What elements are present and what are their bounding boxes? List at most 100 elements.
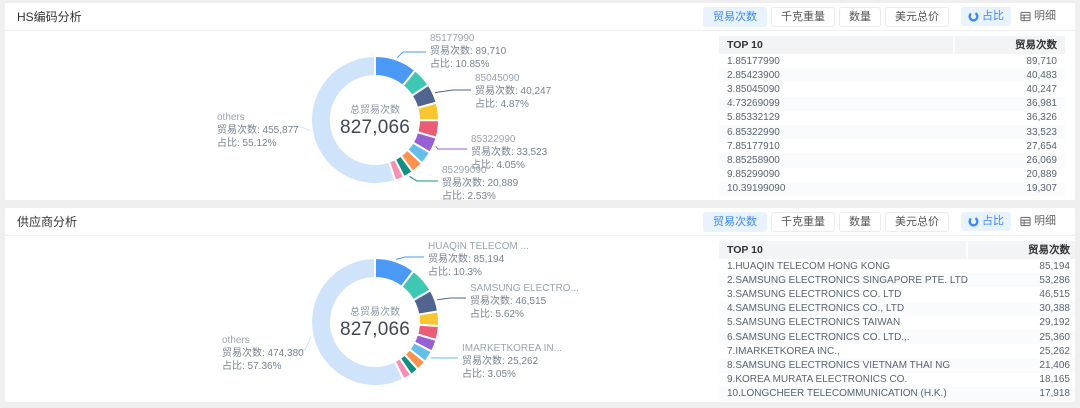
table-row[interactable]: 9.KOREA MURATA ELECTRONICS CO.18,165	[719, 373, 1075, 387]
row-label: 8.85258900	[719, 155, 955, 166]
donut-chart-icon	[968, 11, 979, 22]
row-value: 21,406	[968, 360, 1075, 371]
callout-percent: 占比: 3.05%	[462, 369, 562, 380]
metric-button-trade-count[interactable]: 贸易次数	[703, 7, 767, 27]
chart-callout: 85299090 贸易次数: 20,889 占比: 2.53%	[442, 165, 518, 200]
callout-name: 85322990	[471, 134, 547, 145]
panel-header: 供应商分析 贸易次数 千克重量 数量 美元总价 占比 明细	[5, 208, 1075, 236]
panel-toolbar: 贸易次数 千克重量 数量 美元总价 占比 明细	[703, 212, 1063, 232]
callout-percent: 占比: 4.87%	[475, 99, 551, 110]
row-value: 18,165	[968, 374, 1075, 385]
total-metric-label: 总贸易次数	[340, 101, 410, 116]
row-label: 6.SAMSUNG ELECTRONICS CO. LTD.,.	[719, 332, 968, 343]
row-label: 8.SAMSUNG ELECTRONICS VIETNAM THAI NG	[719, 360, 968, 371]
row-value: 36,981	[955, 98, 1065, 109]
callout-line	[436, 146, 467, 149]
proportion-view-label: 占比	[982, 10, 1004, 23]
metric-button-trade-count[interactable]: 贸易次数	[703, 212, 767, 232]
row-label: 5.SAMSUNG ELECTRONICS TAIWAN	[719, 317, 968, 328]
metric-button-usd-total[interactable]: 美元总价	[885, 7, 949, 27]
callout-value: 贸易次数: 20,889	[442, 178, 518, 189]
row-label: 3.SAMSUNG ELECTRONICS CO. LTD	[719, 289, 968, 300]
row-value: 25,262	[968, 346, 1075, 357]
callout-line	[397, 52, 426, 58]
row-label: 2.SAMSUNG ELECTRONICS SINGAPORE PTE. LTD	[719, 275, 968, 286]
callout-name: 85177990	[430, 33, 506, 44]
row-value: 20,889	[955, 169, 1065, 180]
row-label: 4.SAMSUNG ELECTRONICS CO., LTD	[719, 303, 968, 314]
callout-name: 85299090	[442, 165, 518, 176]
detail-view-button[interactable]: 明细	[1013, 7, 1063, 26]
callout-percent: 占比: 5.62%	[470, 309, 579, 320]
total-metric-value: 827,066	[340, 117, 410, 139]
page-title: 供应商分析	[17, 213, 77, 230]
metric-button-usd-total[interactable]: 美元总价	[885, 212, 949, 232]
panel-toolbar: 贸易次数 千克重量 数量 美元总价 占比 明细	[703, 7, 1063, 27]
row-value: 36,326	[955, 112, 1065, 123]
metric-button-quantity[interactable]: 数量	[839, 212, 881, 232]
callout-percent: 占比: 10.3%	[428, 267, 529, 278]
metric-button-kg-weight[interactable]: 千克重量	[771, 7, 835, 27]
proportion-view-button[interactable]: 占比	[961, 7, 1011, 26]
row-label: 9.KOREA MURATA ELECTRONICS CO.	[719, 374, 968, 385]
callout-line	[437, 298, 466, 300]
callout-value: 贸易次数: 40,247	[475, 86, 551, 97]
row-value: 25,360	[968, 332, 1075, 343]
table-row[interactable]: 2.SAMSUNG ELECTRONICS SINGAPORE PTE. LTD…	[719, 273, 1075, 287]
donut-chart-icon	[968, 216, 979, 227]
row-label: 7.85177910	[719, 141, 955, 152]
donut-segment[interactable]	[418, 311, 439, 326]
metric-button-quantity[interactable]: 数量	[839, 7, 881, 27]
row-value: 53,286	[968, 275, 1075, 286]
detail-view-button[interactable]: 明细	[1013, 212, 1063, 231]
proportion-view-button[interactable]: 占比	[961, 212, 1011, 231]
callout-name: HUAQIN TELECOM ...	[428, 241, 529, 252]
row-label: 10.39199090	[719, 183, 955, 194]
table-row[interactable]: 10.LONGCHEER TELECOMMUNICATION (H.K.)17,…	[719, 387, 1075, 401]
callout-line	[409, 176, 438, 181]
row-label: 5.85332129	[719, 112, 955, 123]
table-row[interactable]: 6.SAMSUNG ELECTRONICS CO. LTD.,.25,360	[719, 330, 1075, 344]
table-grid-icon	[1020, 11, 1031, 22]
table-row[interactable]: 7.IMARKETKOREA INC.,25,262	[719, 344, 1075, 358]
callout-value: 贸易次数: 25,262	[462, 356, 562, 367]
view-toggle-group: 占比 明细	[961, 7, 1063, 26]
callout-percent: 占比: 2.53%	[442, 191, 518, 200]
row-value: 40,483	[955, 70, 1065, 81]
metric-button-kg-weight[interactable]: 千克重量	[771, 212, 835, 232]
row-value: 40,247	[955, 84, 1065, 95]
callout-name: others	[222, 335, 304, 346]
row-label: 2.85423900	[719, 70, 955, 81]
total-metric-label: 总贸易次数	[340, 303, 410, 318]
row-value: 27,654	[955, 141, 1065, 152]
total-metric-value: 827,066	[340, 319, 410, 341]
table-header-metric: 贸易次数	[955, 36, 1065, 54]
row-value: 89,710	[955, 56, 1065, 67]
callout-line	[396, 257, 424, 259]
